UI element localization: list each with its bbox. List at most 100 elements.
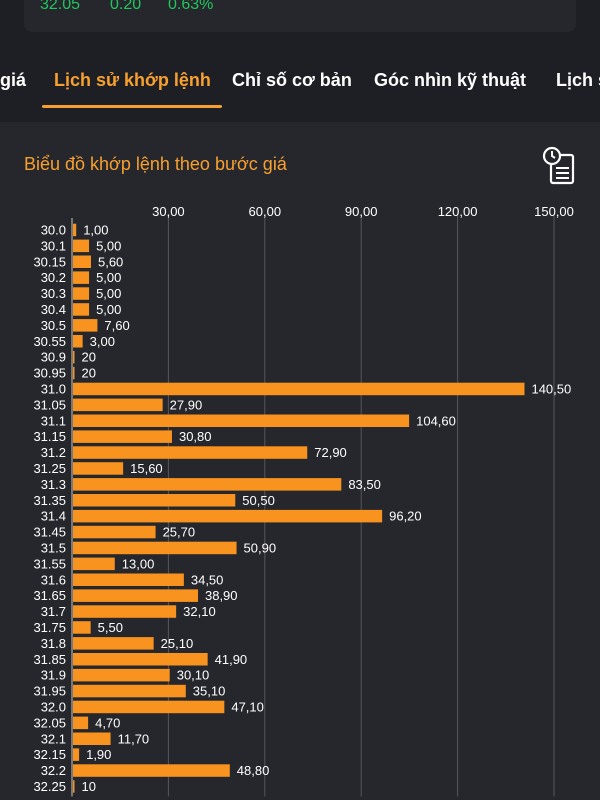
category-label: 31.7 [41,604,66,619]
category-label: 31.65 [33,588,66,603]
value-label: 30,10 [177,668,210,683]
category-label: 30.95 [33,366,66,381]
bar [73,414,410,427]
category-label: 30.15 [33,254,66,269]
value-label: 72,90 [314,445,347,460]
category-label: 31.25 [33,461,66,476]
value-label: 5,60 [98,254,123,269]
category-label: 32.0 [41,699,66,714]
bar [73,335,83,348]
bar [73,637,154,650]
value-label: 13,00 [122,556,155,571]
x-tick-label-top: 30,00 [152,204,185,219]
bar [73,748,80,761]
category-label: 31.0 [41,381,66,396]
category-label: 30.4 [41,302,66,317]
x-tick-label-top: 120,00 [438,204,478,219]
document-clock-icon[interactable] [542,146,576,186]
category-label: 31.35 [33,493,66,508]
value-label: 1,00 [83,222,108,237]
value-label: 3,00 [90,334,115,349]
value-label: 38,90 [205,588,238,603]
category-label: 31.8 [41,636,66,651]
value-label: 4,70 [95,715,120,730]
value-label: 83,50 [348,477,381,492]
category-label: 31.3 [41,477,66,492]
category-label: 30.5 [41,318,66,333]
value-label: 104,60 [416,413,456,428]
bar [73,525,156,539]
bar [73,446,308,459]
value-label: 20 [82,366,96,381]
category-label: 32.25 [33,779,66,794]
value-label: 96,20 [389,509,422,524]
bar [73,366,75,380]
quote-percent: 0.63% [168,0,214,13]
category-label: 31.45 [33,525,66,540]
tab-price[interactable]: giá [0,70,27,90]
value-label: 32,10 [183,604,216,619]
bar [73,764,230,777]
bar [73,716,89,730]
category-label: 32.1 [41,731,66,746]
bar [73,382,525,396]
category-label: 31.85 [33,652,66,667]
tab-bar: giá Lịch sử khớp lệnh Chỉ số cơ bản Góc … [0,56,600,112]
tab-technical-view[interactable]: Góc nhìn kỹ thuật [374,70,527,90]
value-label: 1,90 [86,747,111,762]
bar [73,700,225,714]
category-label: 32.05 [33,715,66,730]
value-label: 50,50 [242,493,275,508]
category-label: 31.9 [41,668,66,683]
category-label: 30.0 [41,222,66,237]
x-tick-label-top: 60,00 [249,204,282,219]
x-tick-label-top: 90,00 [345,204,378,219]
bar [73,684,186,698]
bar [73,605,177,618]
category-label: 31.4 [41,509,66,524]
tab-history[interactable]: Lịch s [556,70,600,90]
value-label: 5,00 [96,286,121,301]
bar [73,239,90,253]
bar [73,271,90,284]
category-label: 31.2 [41,445,66,460]
bar [73,462,124,475]
value-label: 5,00 [96,238,121,253]
x-tick-label-top: 150,00 [534,204,574,219]
bar [73,557,115,571]
category-label: 32.15 [33,747,66,762]
value-label: 34,50 [191,572,224,587]
value-label: 47,10 [231,699,264,714]
value-label: 11,70 [118,731,150,746]
category-label: 30.3 [41,286,66,301]
value-label: 5,00 [96,270,121,285]
price-step-bar-chart: 30,0030,0060,0060,0090,0090,00120,00120,… [33,204,574,797]
category-label: 31.75 [33,620,66,635]
bar [73,478,342,491]
category-label: 31.55 [33,556,66,571]
category-label: 31.5 [41,540,66,555]
category-label: 31.05 [33,397,66,412]
value-label: 5,50 [98,620,123,635]
bar [73,398,163,412]
value-label: 25,10 [161,636,194,651]
value-label: 5,00 [96,302,121,317]
bar [73,509,383,523]
quote-price: 32.05 [40,0,81,13]
bar [73,255,91,268]
category-label: 30.55 [33,334,66,349]
value-label: 20 [82,350,96,365]
bar [73,780,75,793]
value-label: 48,80 [237,763,270,778]
value-label: 15,60 [130,461,163,476]
bar [73,303,90,316]
category-label: 31.95 [33,684,66,699]
chart-title: Biểu đồ khớp lệnh theo bước giá [24,154,287,174]
bar [73,732,111,745]
value-label: 10 [82,779,96,794]
tab-match-history[interactable]: Lịch sử khớp lệnh [54,70,211,90]
quote-card: 32.05 0.20 0.63% [24,0,576,32]
tab-fundamentals[interactable]: Chỉ số cơ bản [232,70,352,90]
bar [73,653,208,666]
category-label: 31.1 [41,413,66,428]
